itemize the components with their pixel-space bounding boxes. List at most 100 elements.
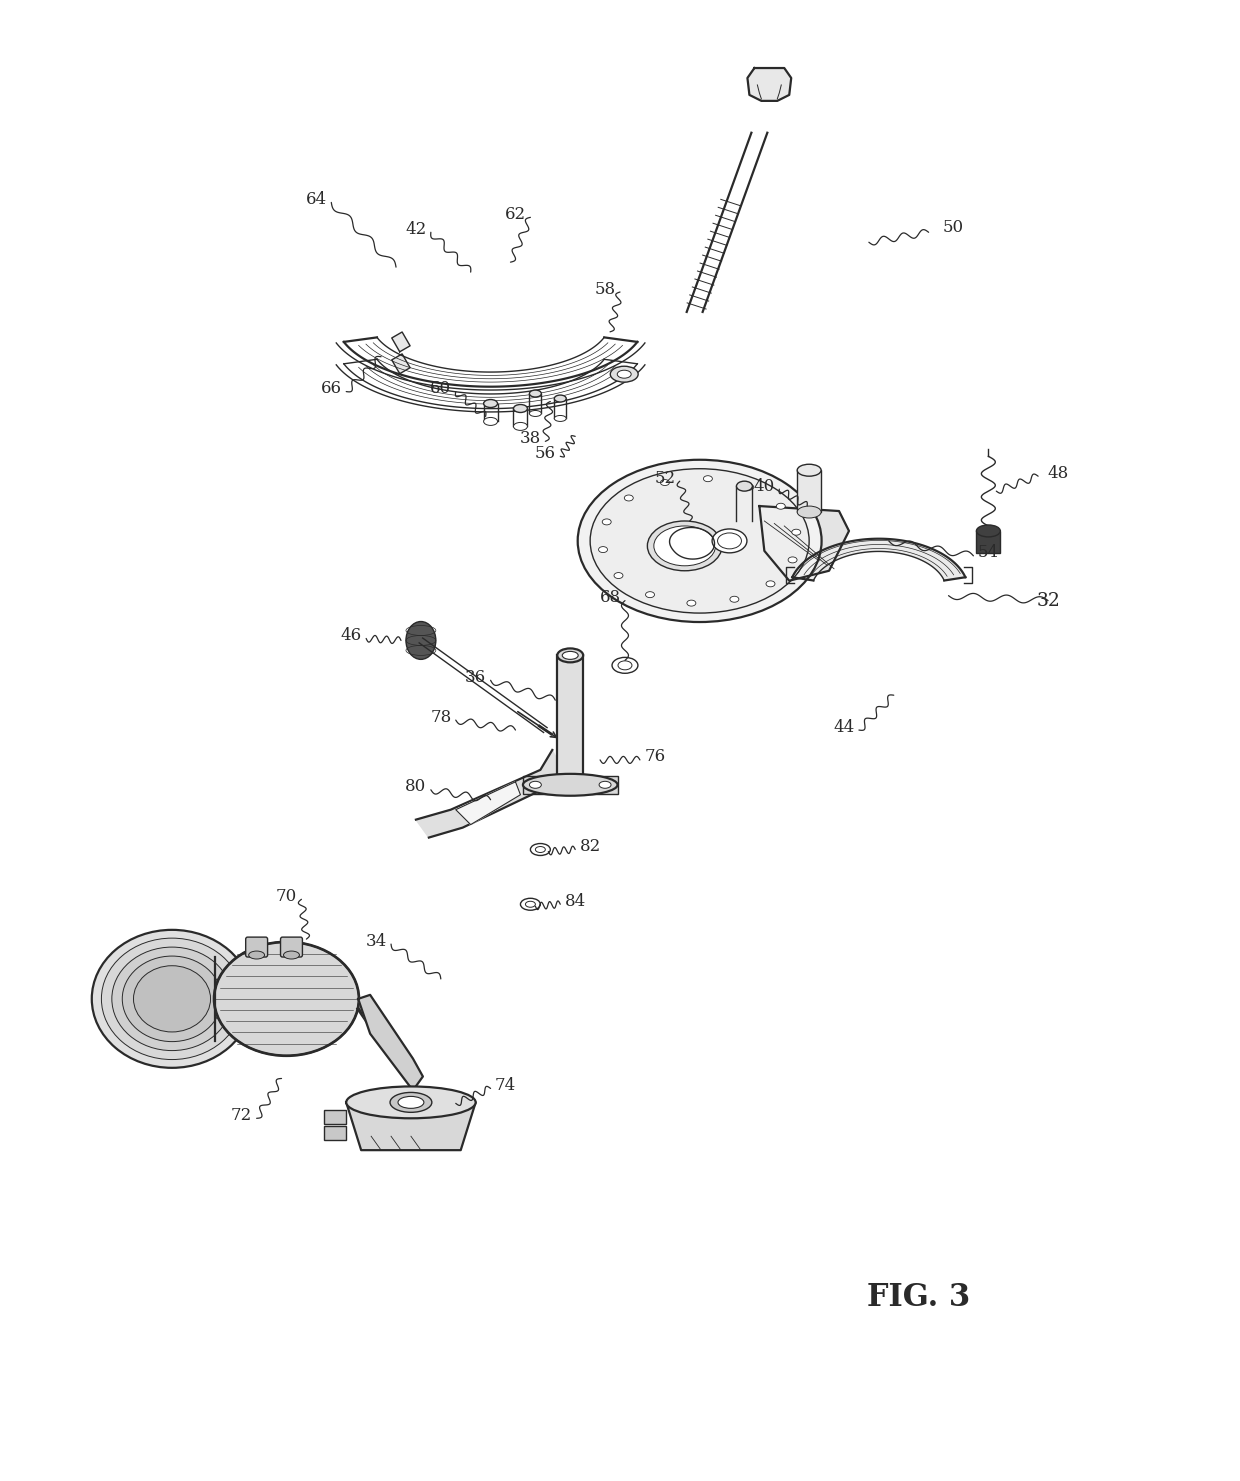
Ellipse shape	[624, 495, 634, 501]
Bar	[976, 532, 1001, 552]
Ellipse shape	[776, 504, 785, 509]
Ellipse shape	[562, 652, 578, 659]
Ellipse shape	[610, 366, 639, 382]
Ellipse shape	[718, 533, 742, 549]
Ellipse shape	[792, 529, 801, 535]
Polygon shape	[748, 68, 791, 101]
Ellipse shape	[346, 1087, 476, 1118]
Ellipse shape	[703, 475, 713, 481]
Polygon shape	[415, 749, 562, 838]
Bar	[557, 656, 583, 785]
Text: 84: 84	[564, 893, 585, 909]
Ellipse shape	[112, 946, 232, 1050]
Text: 32: 32	[1037, 591, 1060, 610]
Ellipse shape	[603, 518, 611, 524]
Ellipse shape	[529, 410, 542, 416]
Text: 56: 56	[534, 444, 556, 462]
Text: 70: 70	[275, 887, 298, 905]
Text: 64: 64	[306, 191, 327, 207]
Polygon shape	[392, 354, 410, 373]
FancyBboxPatch shape	[280, 937, 303, 957]
Ellipse shape	[661, 480, 670, 486]
FancyBboxPatch shape	[246, 937, 268, 957]
Bar	[523, 776, 618, 794]
Ellipse shape	[590, 468, 810, 613]
Text: FIG. 3: FIG. 3	[867, 1283, 970, 1314]
Ellipse shape	[578, 459, 822, 622]
Ellipse shape	[614, 573, 622, 579]
Ellipse shape	[249, 951, 264, 960]
Ellipse shape	[599, 546, 608, 552]
Ellipse shape	[554, 395, 567, 401]
Ellipse shape	[284, 951, 299, 960]
Ellipse shape	[797, 464, 821, 477]
Ellipse shape	[531, 844, 551, 856]
Text: 40: 40	[754, 478, 775, 495]
Polygon shape	[792, 539, 966, 581]
Ellipse shape	[653, 526, 715, 566]
Ellipse shape	[554, 416, 567, 422]
Ellipse shape	[513, 422, 527, 431]
Text: 54: 54	[978, 545, 999, 561]
Ellipse shape	[647, 521, 722, 570]
Bar	[797, 469, 821, 512]
Ellipse shape	[766, 581, 775, 586]
Text: 34: 34	[366, 933, 387, 949]
Text: 36: 36	[465, 669, 486, 686]
Ellipse shape	[730, 597, 739, 603]
Text: 66: 66	[321, 381, 342, 397]
Ellipse shape	[536, 847, 546, 853]
Text: 82: 82	[579, 838, 600, 855]
Ellipse shape	[557, 649, 583, 662]
Ellipse shape	[646, 592, 655, 598]
Text: 78: 78	[430, 708, 451, 726]
Text: 72: 72	[231, 1106, 252, 1124]
Ellipse shape	[797, 507, 821, 518]
Ellipse shape	[391, 1093, 432, 1112]
Text: 68: 68	[599, 589, 620, 606]
Polygon shape	[346, 1102, 476, 1151]
Polygon shape	[392, 332, 410, 352]
Ellipse shape	[712, 529, 746, 552]
Ellipse shape	[134, 966, 211, 1032]
Ellipse shape	[484, 400, 497, 407]
Ellipse shape	[618, 661, 632, 669]
Text: 48: 48	[1048, 465, 1069, 481]
Ellipse shape	[92, 930, 252, 1068]
Bar	[325, 1111, 346, 1124]
Ellipse shape	[526, 902, 536, 908]
Ellipse shape	[529, 782, 542, 788]
Text: 52: 52	[655, 469, 676, 487]
Ellipse shape	[215, 942, 358, 1056]
Ellipse shape	[599, 782, 611, 788]
Polygon shape	[358, 995, 423, 1090]
Text: 46: 46	[341, 626, 362, 644]
Ellipse shape	[521, 899, 541, 911]
Ellipse shape	[613, 658, 637, 674]
Ellipse shape	[398, 1096, 424, 1108]
Text: 44: 44	[833, 718, 854, 736]
Text: 58: 58	[594, 280, 615, 298]
Text: 74: 74	[495, 1077, 516, 1094]
Text: 60: 60	[430, 381, 451, 397]
Text: 80: 80	[405, 779, 427, 795]
Ellipse shape	[687, 600, 696, 606]
Text: 50: 50	[942, 219, 963, 235]
Polygon shape	[759, 507, 849, 581]
Ellipse shape	[529, 390, 542, 397]
Ellipse shape	[737, 481, 753, 492]
Ellipse shape	[789, 557, 797, 563]
Text: 76: 76	[645, 748, 666, 766]
Bar	[325, 1126, 346, 1140]
Ellipse shape	[745, 484, 754, 490]
Polygon shape	[456, 782, 521, 825]
Text: 42: 42	[405, 221, 427, 238]
Text: 38: 38	[520, 429, 541, 447]
Ellipse shape	[618, 370, 631, 378]
Ellipse shape	[102, 937, 243, 1059]
Text: 62: 62	[505, 206, 526, 222]
Ellipse shape	[513, 404, 527, 413]
Ellipse shape	[123, 957, 222, 1041]
Ellipse shape	[405, 622, 435, 659]
Ellipse shape	[976, 524, 1001, 538]
